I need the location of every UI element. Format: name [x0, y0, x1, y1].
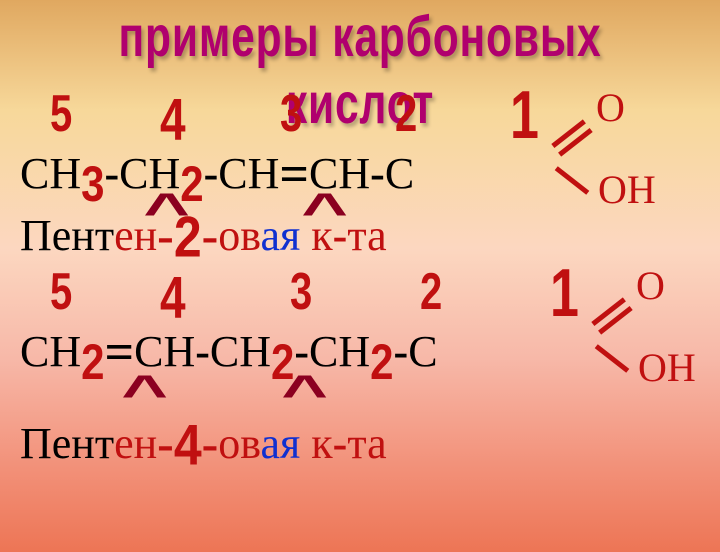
c1-num3: 3	[280, 85, 302, 144]
c1-pos: 2	[174, 204, 202, 271]
c1-k: к	[311, 211, 332, 260]
c1-ov: ов	[218, 211, 260, 260]
c1-d3: -	[370, 149, 385, 198]
c2-name: Пентен-4-овая к-та	[20, 412, 387, 470]
c2-pos: 4	[174, 412, 202, 479]
c1-formula: CH3-CH2-CH=CH-C	[20, 142, 414, 201]
c2-num1: 1	[550, 255, 579, 333]
c1-nd1: -	[157, 207, 174, 263]
c2-ch2b: CH	[210, 327, 271, 376]
c1-d2: -	[204, 149, 219, 198]
c2-pent: Пент	[20, 419, 114, 468]
c2-num3: 3	[290, 263, 312, 322]
c2-oh: OH	[638, 344, 696, 391]
c2-ov: ов	[218, 419, 260, 468]
c1-ch3-c: CH	[20, 149, 81, 198]
c1-num2: 2	[395, 85, 417, 144]
c2-nd1: -	[157, 415, 174, 471]
c2-num2: 2	[420, 263, 442, 322]
c2-aya: ая	[261, 419, 301, 468]
c2-sub2a: 2	[81, 333, 104, 391]
c2-formula: CH2=CH-CH2-CH2-C	[20, 320, 438, 379]
c1-name: Пентен-2-овая к-та	[20, 204, 387, 262]
c1-o: O	[596, 84, 625, 131]
c2-nd2: -	[202, 415, 219, 471]
c2-o: O	[636, 262, 665, 309]
c1-kd: -	[333, 211, 348, 260]
c1-ch: CH	[218, 149, 279, 198]
c1-d1: -	[104, 149, 119, 198]
c1-nd2: -	[202, 207, 219, 263]
c1-oh: OH	[598, 166, 656, 213]
c2-sub2c: 2	[370, 333, 393, 391]
c1-num5: 5	[50, 85, 72, 144]
c1-aya: ая	[261, 211, 301, 260]
c2-en: ен	[114, 419, 157, 468]
c2-d1: -	[195, 327, 210, 376]
c2-kd: -	[333, 419, 348, 468]
c2-k: к	[311, 419, 332, 468]
c2-d3: -	[394, 327, 409, 376]
c1-num1: 1	[510, 77, 539, 155]
c2-ch2a: CH	[20, 327, 81, 376]
slide-title: примеры карбоновых кислот	[54, 3, 666, 136]
c1-c: C	[385, 149, 414, 198]
c1-ta: та	[347, 211, 386, 260]
c1-pent: Пент	[20, 211, 114, 260]
c2-c: C	[408, 327, 437, 376]
c2-num5: 5	[50, 263, 72, 322]
c1-en: ен	[114, 211, 157, 260]
c2-ta: та	[347, 419, 386, 468]
